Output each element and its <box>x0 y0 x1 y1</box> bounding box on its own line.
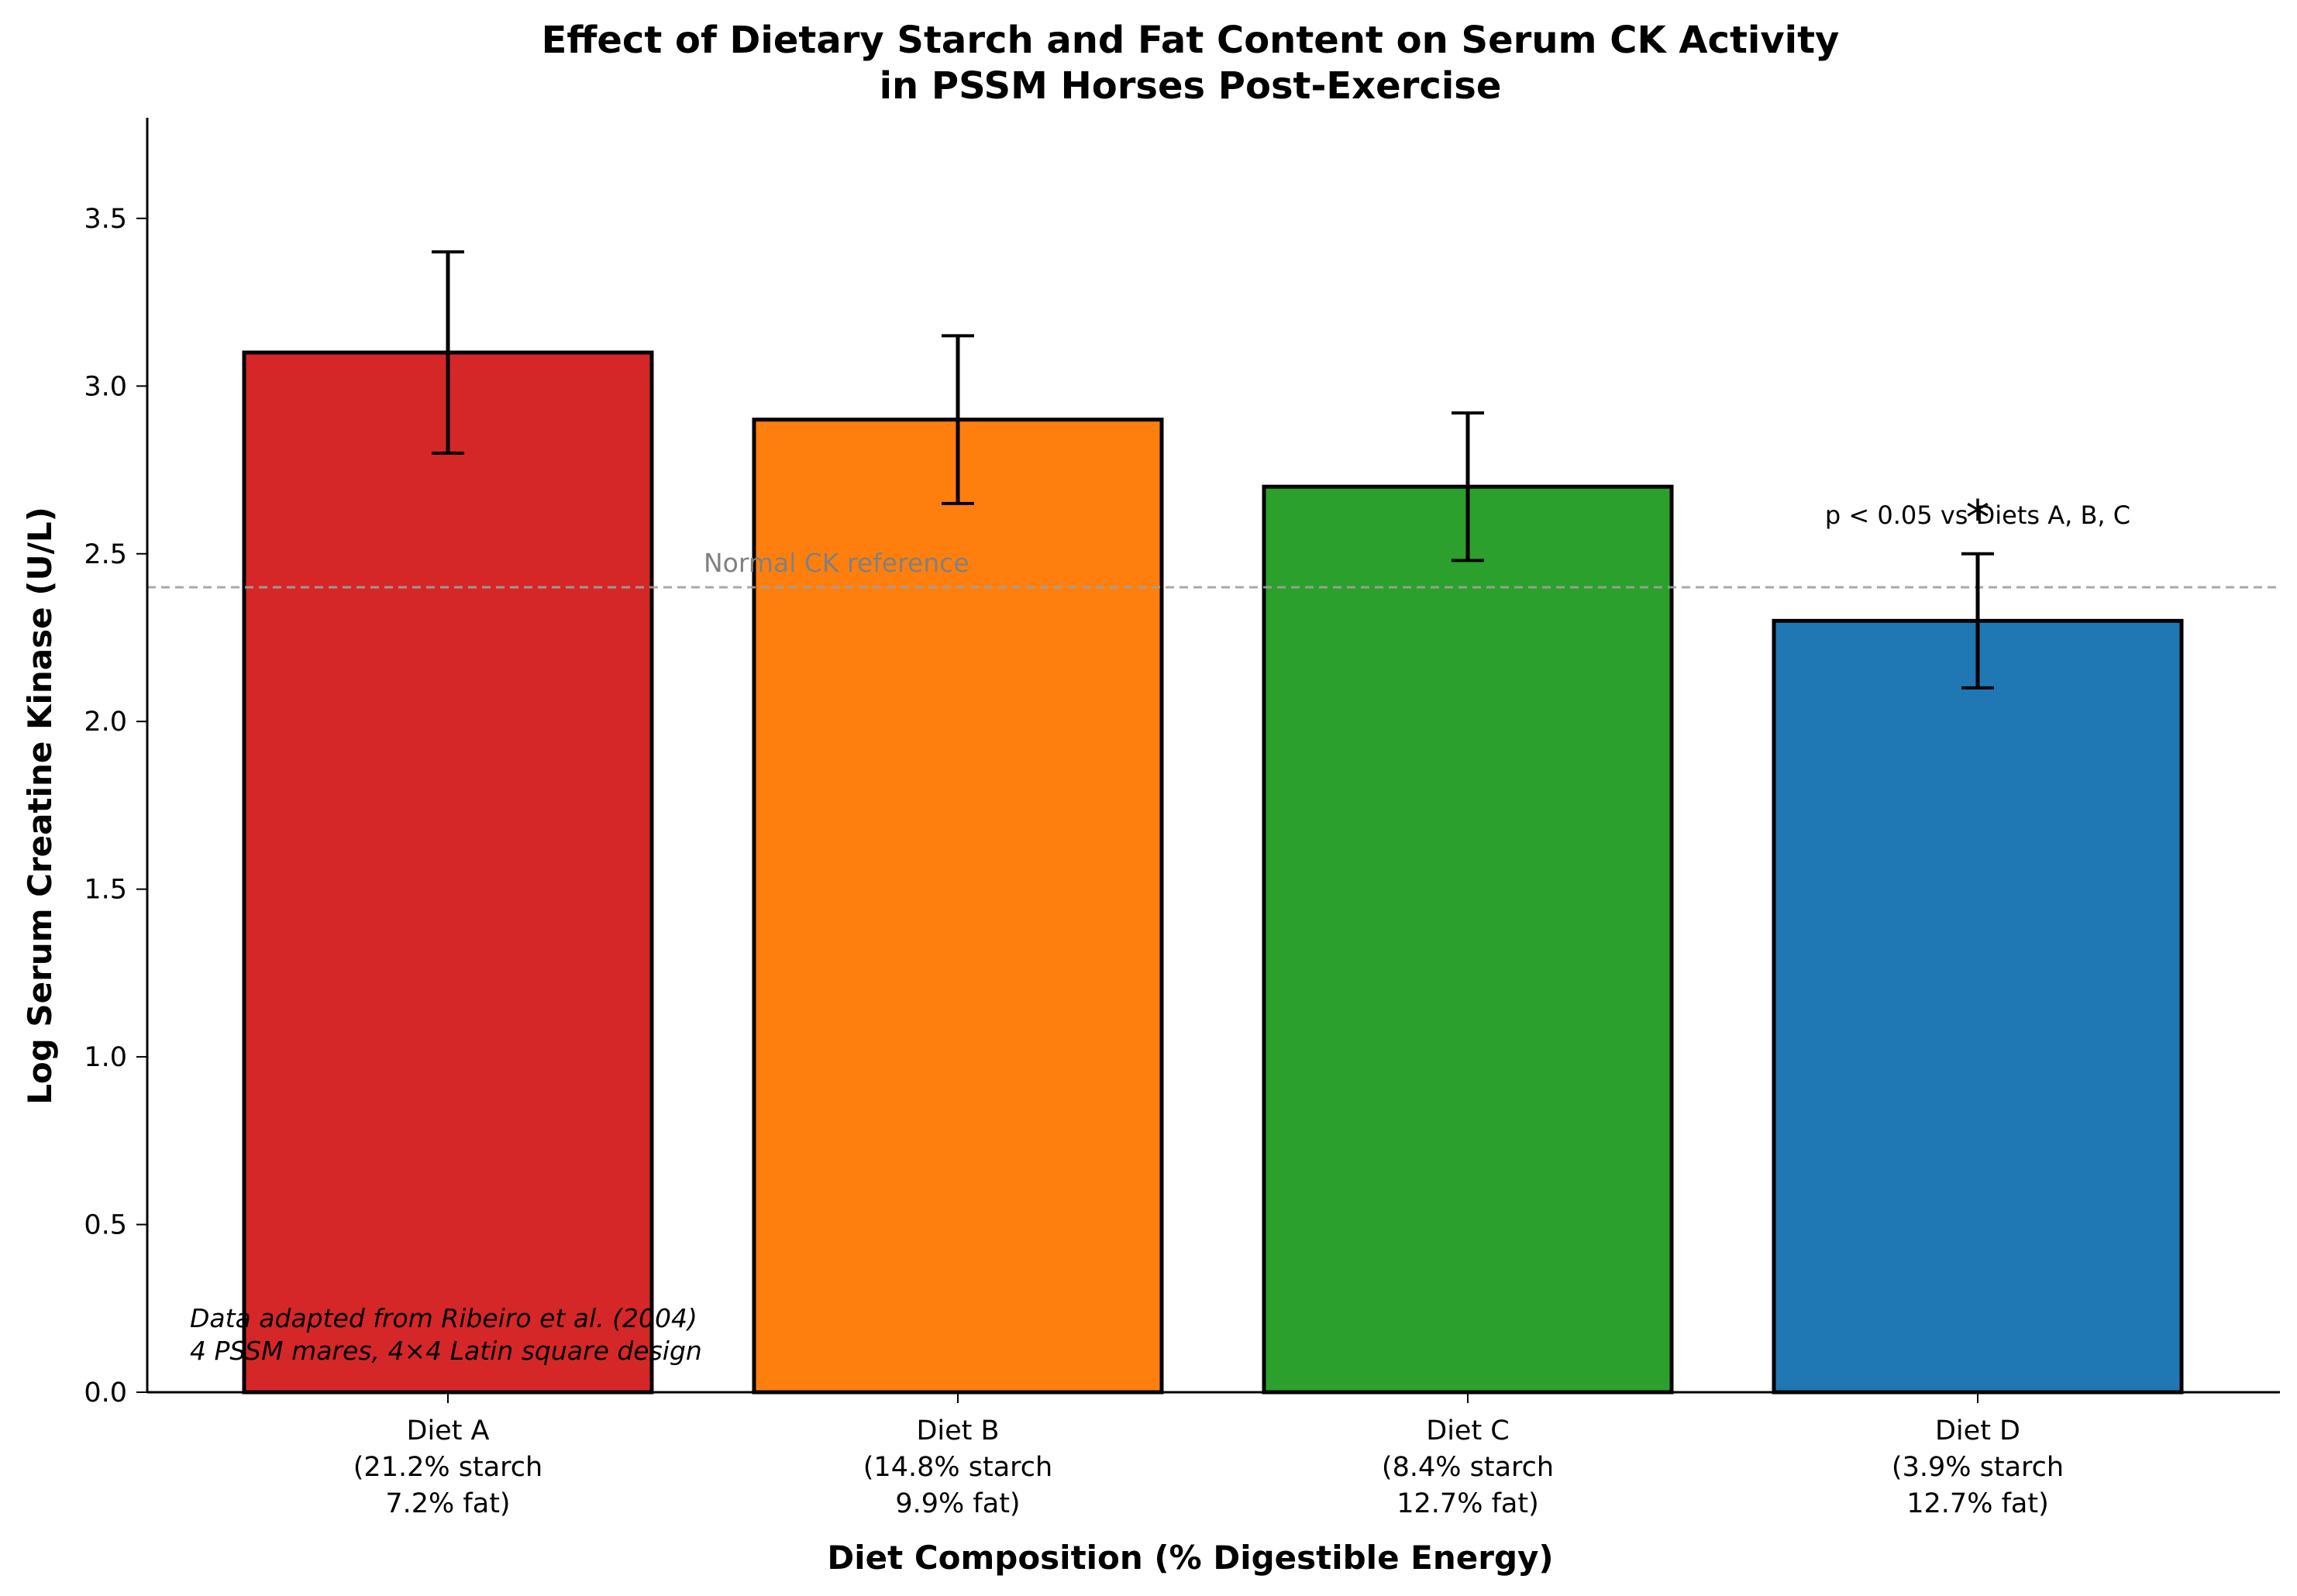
x-tick-label: (21.2% starch <box>353 1452 542 1483</box>
x-tick-label: Diet D <box>1935 1415 2020 1446</box>
y-tick-label: 2.0 <box>84 707 127 738</box>
y-tick-label: 1.0 <box>84 1042 127 1073</box>
y-tick-label: 3.0 <box>84 371 127 402</box>
bar-diet-b <box>752 418 1164 1395</box>
x-tick-label: Diet A <box>407 1415 490 1446</box>
footnote-line: 4 PSSM mares, 4×4 Latin square design <box>190 1336 702 1366</box>
bar-diet-a <box>242 350 654 1395</box>
error-bar-diet-b <box>942 334 974 505</box>
x-tick-label: 7.2% fat) <box>385 1488 510 1519</box>
y-tick-label: 2.5 <box>84 539 127 570</box>
y-tick-label: 0.5 <box>84 1210 127 1241</box>
y-tick-label: 3.5 <box>84 204 127 235</box>
reference-line-layer: Normal CK reference <box>147 548 2280 589</box>
x-tick-label: (14.8% starch <box>863 1452 1052 1483</box>
chart-title-line-1: Effect of Dietary Starch and Fat Content… <box>542 19 1840 62</box>
significance-star: * <box>1966 490 1990 546</box>
error-bar-diet-c <box>1452 411 1484 562</box>
reference-line-label: Normal CK reference <box>704 548 969 578</box>
x-axis-ticks: Diet A (21.2% starch 7.2% fat) Diet B (14.8%… <box>353 1392 2064 1519</box>
x-tick-label: 9.9% fat) <box>895 1488 1020 1519</box>
bar-diet-d <box>1772 618 2184 1395</box>
error-bars-layer <box>432 250 1994 690</box>
footnote-line: Data adapted from Ribeiro et al. (2004) <box>190 1303 697 1333</box>
error-bar-diet-d <box>1961 552 1994 690</box>
error-bar-diet-a <box>432 250 464 455</box>
annotations-layer: p < 0.05 vs Diets A, B, C* Data adapted f… <box>190 490 2130 1366</box>
chart-title-line-2: in PSSM Horses Post-Exercise <box>880 64 1502 108</box>
y-tick-label: 1.5 <box>84 875 127 906</box>
x-axis-label: Diet Composition (% Digestible Energy) <box>827 1539 1553 1577</box>
x-tick-label: (8.4% starch <box>1382 1452 1554 1483</box>
x-tick-label: 12.7% fat) <box>1906 1488 2048 1519</box>
x-tick-label: (3.9% starch <box>1892 1452 2064 1483</box>
y-axis-label: Log Serum Creatine Kinase (U/L) <box>21 507 59 1105</box>
y-tick-label: 0.0 <box>84 1378 127 1409</box>
x-tick-label: Diet C <box>1426 1415 1510 1446</box>
y-axis-ticks: 0.0 0.5 1.0 1.5 2.0 2.5 3.0 3.5 <box>84 204 147 1409</box>
significance-text: p < 0.05 vs Diets A, B, C <box>1825 500 2130 530</box>
x-tick-label: Diet B <box>916 1415 999 1446</box>
x-tick-label: 12.7% fat) <box>1396 1488 1538 1519</box>
bar-diet-c <box>1262 484 1674 1395</box>
